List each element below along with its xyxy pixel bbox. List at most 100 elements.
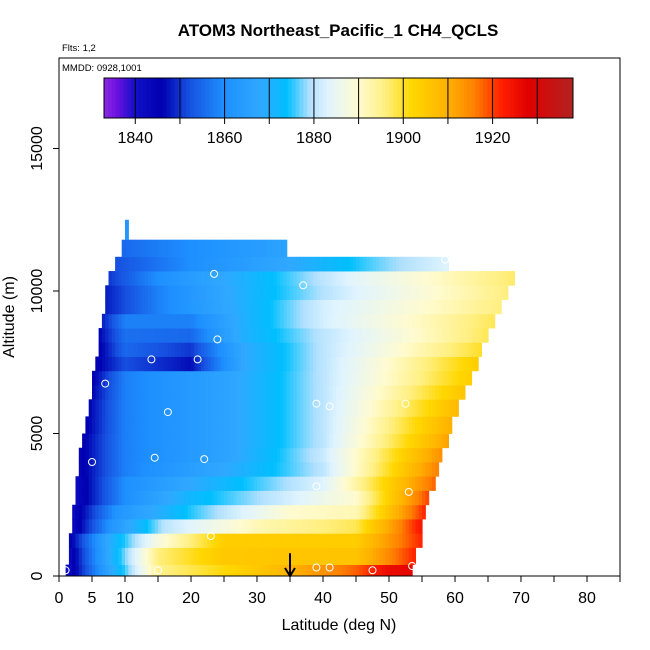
- curtain-cell: [105, 356, 110, 372]
- curtain-cell: [214, 370, 218, 386]
- curtain-cell: [372, 399, 377, 417]
- curtain-cell: [266, 328, 271, 343]
- curtain-cell: [141, 313, 146, 329]
- curtain-cell: [464, 328, 469, 343]
- curtain-cell: [95, 504, 100, 520]
- curtain-cell: [478, 342, 482, 357]
- curtain-cell: [161, 239, 166, 258]
- curtain-cell: [92, 533, 96, 548]
- curtain-cell: [313, 356, 317, 372]
- curtain-cell: [224, 239, 228, 258]
- curtain-cell: [247, 385, 251, 400]
- curtain-cell: [191, 447, 195, 463]
- curtain-cell: [290, 356, 294, 372]
- curtain-cell: [151, 313, 156, 329]
- curtain-cell: [342, 533, 347, 548]
- curtain-cell: [237, 447, 242, 463]
- curtain-cell: [418, 519, 423, 534]
- curtain-cell: [405, 285, 410, 300]
- curtain-cell: [270, 547, 275, 565]
- curtain-cell: [296, 564, 301, 577]
- curtain-cell: [332, 519, 337, 534]
- curtain-cell: [177, 385, 182, 400]
- curtain-cell: [306, 313, 311, 329]
- colorbar-segment: [365, 78, 371, 118]
- curtain-cell: [233, 285, 238, 300]
- curtain-cell: [177, 490, 182, 506]
- curtain-cell: [435, 299, 440, 315]
- curtain-cell: [455, 313, 459, 329]
- curtain-cell: [125, 356, 129, 372]
- curtain-cell: [329, 490, 334, 506]
- curtain-cell: [243, 547, 248, 565]
- curtain-cell: [365, 433, 370, 449]
- curtain-cell: [306, 490, 311, 506]
- curtain-cell: [243, 399, 248, 417]
- curtain-cell: [323, 271, 327, 286]
- curtain-cell: [184, 447, 189, 463]
- curtain-cell: [323, 385, 327, 400]
- curtain-cell: [88, 564, 93, 577]
- curtain-cell: [250, 476, 255, 491]
- curtain-cell: [125, 399, 129, 417]
- curtain-cell: [177, 239, 182, 258]
- curtain-cell: [362, 519, 367, 534]
- curtain-cell: [375, 476, 380, 491]
- curtain-cell: [187, 239, 192, 258]
- curtain-cell: [365, 356, 370, 372]
- curtain-cell: [332, 476, 337, 491]
- curtain-cell: [131, 299, 136, 315]
- curtain-cell: [243, 385, 248, 400]
- curtain-cell: [121, 433, 126, 449]
- curtain-cell: [128, 504, 133, 520]
- curtain-cell: [362, 433, 367, 449]
- curtain-cell: [379, 416, 383, 434]
- curtain-cell: [134, 299, 139, 315]
- curtain-cell: [181, 547, 185, 565]
- curtain-cell: [121, 490, 126, 506]
- colorbar-segment: [311, 78, 316, 118]
- curtain-cell: [290, 433, 294, 449]
- curtain-cell: [332, 356, 337, 372]
- colorbar-segment: [143, 78, 148, 118]
- curtain-cell: [306, 447, 311, 463]
- curtain-cell: [220, 256, 225, 272]
- curtain-cell: [313, 519, 317, 534]
- curtain-cell: [375, 370, 380, 386]
- curtain-cell: [111, 547, 116, 565]
- curtain-cell: [167, 256, 172, 272]
- curtain-cell: [197, 299, 202, 315]
- curtain-cell: [115, 504, 119, 520]
- curtain-cell: [389, 271, 393, 286]
- curtain-cell: [296, 519, 301, 534]
- curtain-cell: [174, 504, 179, 520]
- curtain-cell: [478, 313, 482, 329]
- curtain-heatmap: [65, 219, 515, 577]
- curtain-cell: [339, 385, 344, 400]
- curtain-cell: [224, 533, 228, 548]
- curtain-cell: [385, 447, 390, 463]
- curtain-cell: [128, 519, 133, 534]
- curtain-cell: [194, 271, 199, 286]
- curtain-cell: [431, 356, 436, 372]
- curtain-cell: [167, 239, 172, 258]
- curtain-cell: [144, 399, 149, 417]
- curtain-cell: [200, 271, 205, 286]
- curtain-cell: [158, 342, 162, 357]
- curtain-cell: [95, 490, 100, 506]
- curtain-cell: [220, 299, 225, 315]
- curtain-cell: [161, 519, 166, 534]
- curtain-cell: [78, 533, 83, 548]
- colorbar-tick-label: 1920: [475, 130, 511, 147]
- curtain-cell: [303, 342, 308, 357]
- curtain-cell: [326, 385, 331, 400]
- curtain-cell: [121, 564, 126, 577]
- curtain-cell: [438, 328, 443, 343]
- colorbar-segment: [264, 78, 269, 118]
- curtain-cell: [415, 342, 420, 357]
- curtain-cell: [293, 564, 298, 577]
- curtain-cell: [174, 285, 179, 300]
- curtain-cell: [138, 328, 143, 343]
- curtain-cell: [316, 519, 321, 534]
- x-tick-label: 30: [248, 590, 266, 607]
